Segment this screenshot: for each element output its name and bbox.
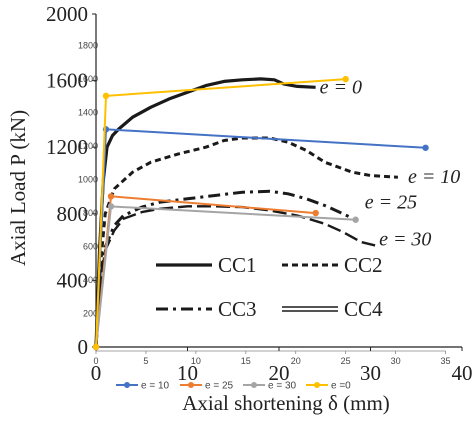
model-point-ee0	[92, 343, 100, 351]
legend-label-cc4: CC4	[344, 297, 383, 321]
inner-y-tick-label: 800	[83, 208, 98, 218]
y-axis-title: Axial Load P (kN)	[6, 110, 30, 266]
model-point-ee30	[352, 216, 359, 223]
inner-x-tick-label: 30	[391, 356, 401, 366]
inner-x-tick-label: 10	[191, 356, 201, 366]
inner-y-tick-label: 1600	[78, 74, 98, 84]
x-tick-label: 30	[360, 361, 381, 385]
x-tick-label: 0	[91, 361, 102, 385]
model-point-ee30	[107, 203, 115, 210]
series-cc4-end-label: e = 30	[379, 228, 431, 250]
inner-x-tick-label: 25	[341, 356, 351, 366]
model-point-ee0	[342, 75, 349, 83]
inner-x-tick-label: 15	[241, 356, 251, 366]
model-point-ee25	[312, 209, 319, 217]
legend-bottom-label-ee25: e = 25	[205, 381, 234, 392]
inner-y-tick-label: 400	[83, 275, 98, 285]
y-tick-label: 400	[57, 268, 89, 292]
inner-x-tick-label: 5	[143, 356, 148, 366]
y-tick-label: 1600	[46, 69, 88, 93]
y-tick-label: 0	[78, 335, 89, 359]
model-lines	[92, 75, 429, 351]
y-tick-label: 800	[57, 202, 89, 226]
legend-bottom-marker-ee30	[251, 382, 257, 388]
x-tick-label: 40	[452, 361, 473, 385]
inner-x-tick-label: 20	[291, 356, 301, 366]
x-axis-title: Axial shortening δ (mm)	[182, 391, 390, 415]
legend-bottom-label-ee0: e =0	[331, 381, 351, 392]
series-cc4-line	[94, 205, 376, 348]
legend-label-cc3: CC3	[218, 297, 257, 321]
inner-y-tick-label: 1400	[78, 108, 98, 118]
model-point-ee25	[107, 193, 115, 200]
x-tick-label: 20	[269, 361, 290, 385]
series-cc1-line	[94, 77, 316, 348]
legend: CC1 CC2 CC3 CC4	[156, 253, 383, 321]
series-cc2-end-label: e = 10	[408, 166, 460, 188]
inner-x-tick-label: 0	[93, 356, 98, 366]
y-tick-label: 2000	[46, 2, 88, 26]
inner-y-tick-label: 1200	[78, 141, 98, 151]
inner-y-tick-label: 200	[83, 309, 98, 319]
legend-label-cc1: CC1	[218, 253, 257, 277]
inner-tick-labels: 0 200 400 600 800 1000 1200 1400 1600 1800 0 5 10 15 2…	[78, 41, 451, 366]
y-tick-label: 1200	[46, 135, 88, 159]
series-cc3-end-label: e = 25	[365, 191, 417, 213]
inner-y-tick-label: 1800	[78, 41, 98, 51]
legend-bottom-marker-ee10	[124, 382, 130, 388]
series-cc3-line	[94, 189, 358, 348]
model-point-ee0	[102, 92, 110, 100]
legend-bottom-marker-ee0	[314, 382, 320, 388]
legend-bottom: e = 10 e = 25 e = 30 e =0	[116, 381, 351, 392]
legend-bottom-marker-ee25	[188, 382, 194, 388]
inner-y-tick-label: 600	[83, 242, 98, 252]
x-tick-label: 10	[177, 361, 198, 385]
model-point-ee10	[422, 144, 429, 151]
legend-bottom-label-ee30: e = 30	[268, 381, 297, 392]
end-labels: e = 0 e = 10 e = 25 e = 30	[320, 76, 461, 250]
legend-label-cc2: CC2	[344, 253, 383, 277]
inner-x-tick-label: 35	[441, 356, 451, 366]
inner-y-tick-label: 1000	[78, 175, 98, 185]
series-cc1-end-label: e = 0	[320, 76, 362, 98]
legend-bottom-label-ee10: e = 10	[141, 381, 170, 392]
